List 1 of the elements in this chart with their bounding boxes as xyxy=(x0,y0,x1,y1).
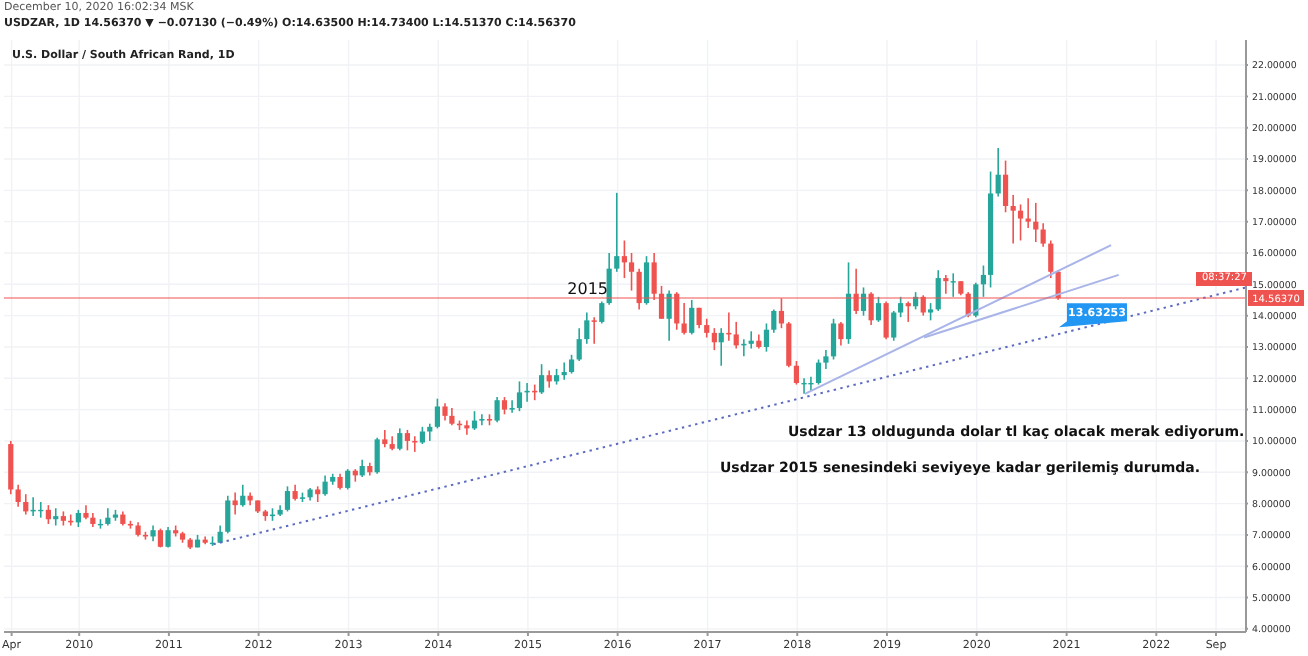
annotation: 2015 xyxy=(567,279,609,298)
